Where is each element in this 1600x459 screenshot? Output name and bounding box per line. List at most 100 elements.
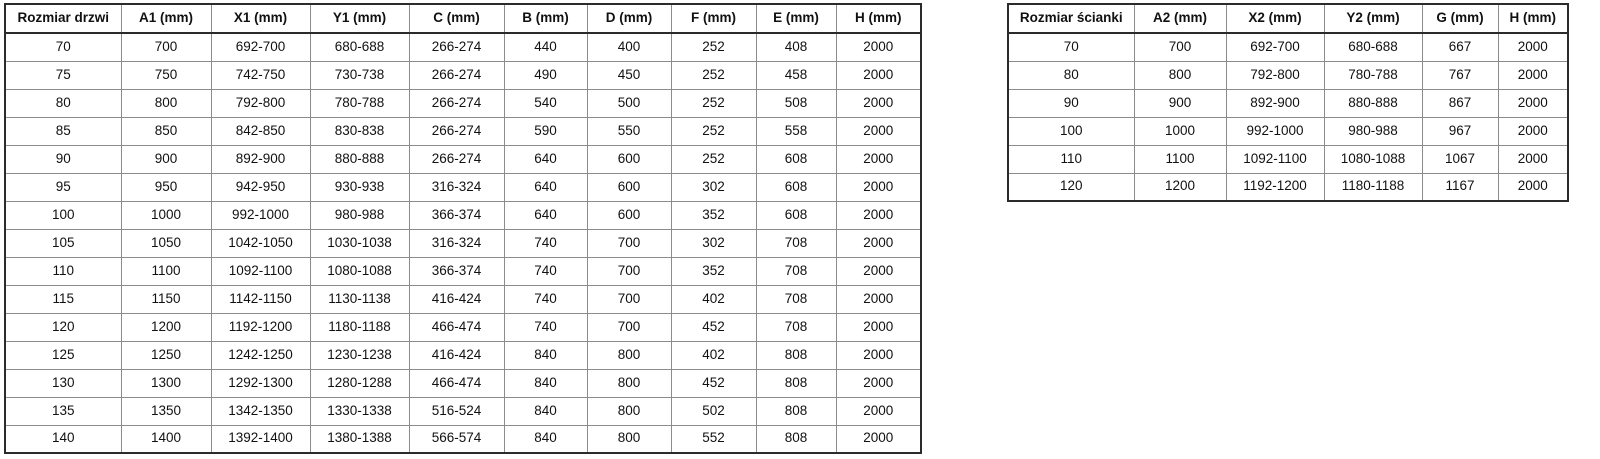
table-cell: 1230-1238 bbox=[309, 340, 410, 370]
table-cell: 867 bbox=[1421, 88, 1499, 118]
row-size-label: 70 bbox=[1007, 32, 1135, 62]
wall-table-head: Rozmiar ścianki A2 (mm) X2 (mm) Y2 (mm) G (m… bbox=[1007, 3, 1569, 34]
table-cell: 840 bbox=[503, 424, 588, 454]
table-cell: 1200 bbox=[120, 312, 212, 342]
table-cell: 1192-1200 bbox=[210, 312, 311, 342]
column-header-doors-9: H (mm) bbox=[835, 3, 922, 34]
table-cell: 408 bbox=[755, 32, 837, 62]
table-cell: 1192-1200 bbox=[1225, 172, 1325, 202]
table-cell: 352 bbox=[670, 200, 757, 230]
table-row: 130 1300 1292-1300 1280-1288 466-474 840 800 45… bbox=[4, 368, 922, 398]
table-cell: 1050 bbox=[120, 228, 212, 258]
table-cell: 640 bbox=[503, 200, 588, 230]
table-cell: 2000 bbox=[835, 144, 922, 174]
table-cell: 880-888 bbox=[309, 144, 410, 174]
row-size-label: 80 bbox=[1007, 60, 1135, 90]
table-cell: 942-950 bbox=[210, 172, 311, 202]
table-cell: 808 bbox=[755, 340, 837, 370]
table-cell: 500 bbox=[586, 88, 672, 118]
table-cell: 600 bbox=[586, 172, 672, 202]
table-cell: 2000 bbox=[835, 368, 922, 398]
table-cell: 440 bbox=[503, 32, 588, 62]
table-cell: 1380-1388 bbox=[309, 424, 410, 454]
column-header-doors-5: B (mm) bbox=[503, 3, 588, 34]
column-header-wall-5: H (mm) bbox=[1497, 3, 1569, 34]
table-cell: 458 bbox=[755, 60, 837, 90]
table-cell: 700 bbox=[586, 312, 672, 342]
table-cell: 800 bbox=[1133, 60, 1227, 90]
table-cell: 416-424 bbox=[408, 340, 505, 370]
table-cell: 2000 bbox=[835, 172, 922, 202]
table-cell: 2000 bbox=[835, 228, 922, 258]
table-row: 110 1100 1092-1100 1080-1088 1067 2000 bbox=[1007, 144, 1569, 174]
table-cell: 800 bbox=[586, 424, 672, 454]
column-header-wall-2: X2 (mm) bbox=[1225, 3, 1325, 34]
table-cell: 2000 bbox=[835, 340, 922, 370]
table-cell: 1092-1100 bbox=[210, 256, 311, 286]
row-size-label: 95 bbox=[4, 172, 122, 202]
table-row: 75 750 742-750 730-738 266-274 490 450 252 458 20… bbox=[4, 60, 922, 90]
table-cell: 302 bbox=[670, 228, 757, 258]
table-row: 80 800 792-800 780-788 266-274 540 500 252 508 20… bbox=[4, 88, 922, 118]
table-cell: 740 bbox=[503, 228, 588, 258]
table-cell: 252 bbox=[670, 32, 757, 62]
table-cell: 600 bbox=[586, 200, 672, 230]
table-cell: 750 bbox=[120, 60, 212, 90]
table-cell: 2000 bbox=[835, 284, 922, 314]
table-cell: 466-474 bbox=[408, 312, 505, 342]
table-cell: 558 bbox=[755, 116, 837, 146]
table-cell: 967 bbox=[1421, 116, 1499, 146]
table-cell: 508 bbox=[755, 88, 837, 118]
row-size-label: 110 bbox=[1007, 144, 1135, 174]
table-cell: 1300 bbox=[120, 368, 212, 398]
table-cell: 800 bbox=[586, 340, 672, 370]
table-cell: 700 bbox=[120, 32, 212, 62]
row-size-label: 115 bbox=[4, 284, 122, 314]
table-cell: 266-274 bbox=[408, 32, 505, 62]
table-cell: 842-850 bbox=[210, 116, 311, 146]
table-cell: 700 bbox=[1133, 32, 1227, 62]
table-cell: 402 bbox=[670, 340, 757, 370]
table-cell: 708 bbox=[755, 312, 837, 342]
table-row: 90 900 892-900 880-888 266-274 640 600 252 608 20… bbox=[4, 144, 922, 174]
table-cell: 416-424 bbox=[408, 284, 505, 314]
table-cell: 640 bbox=[503, 144, 588, 174]
table-cell: 740 bbox=[503, 312, 588, 342]
table-cell: 402 bbox=[670, 284, 757, 314]
row-size-label: 130 bbox=[4, 368, 122, 398]
row-size-label: 85 bbox=[4, 116, 122, 146]
table-cell: 608 bbox=[755, 200, 837, 230]
table-cell: 667 bbox=[1421, 32, 1499, 62]
table-cell: 1392-1400 bbox=[210, 424, 311, 454]
table-cell: 566-574 bbox=[408, 424, 505, 454]
table-cell: 830-838 bbox=[309, 116, 410, 146]
row-size-label: 140 bbox=[4, 424, 122, 454]
table-cell: 1100 bbox=[1133, 144, 1227, 174]
table-cell: 490 bbox=[503, 60, 588, 90]
table-cell: 700 bbox=[586, 284, 672, 314]
table-row: 125 1250 1242-1250 1230-1238 416-424 840 800 40… bbox=[4, 340, 922, 370]
table-cell: 466-474 bbox=[408, 368, 505, 398]
table-cell: 1250 bbox=[120, 340, 212, 370]
table-cell: 2000 bbox=[835, 396, 922, 426]
table-cell: 608 bbox=[755, 172, 837, 202]
table-cell: 1080-1088 bbox=[1323, 144, 1423, 174]
table-row: 95 950 942-950 930-938 316-324 640 600 302 608 20… bbox=[4, 172, 922, 202]
table-cell: 1130-1138 bbox=[309, 284, 410, 314]
table-cell: 1092-1100 bbox=[1225, 144, 1325, 174]
table-cell: 252 bbox=[670, 116, 757, 146]
row-size-label: 75 bbox=[4, 60, 122, 90]
column-header-wall-1: A2 (mm) bbox=[1133, 3, 1227, 34]
table-cell: 1000 bbox=[1133, 116, 1227, 146]
doors-size-table: Rozmiar drzwi A1 (mm) X1 (mm) Y1 (mm) C (mm)… bbox=[4, 3, 922, 454]
table-cell: 850 bbox=[120, 116, 212, 146]
table-cell: 366-374 bbox=[408, 200, 505, 230]
table-cell: 266-274 bbox=[408, 60, 505, 90]
table-cell: 840 bbox=[503, 396, 588, 426]
row-size-label: 135 bbox=[4, 396, 122, 426]
table-cell: 2000 bbox=[835, 424, 922, 454]
table-cell: 1400 bbox=[120, 424, 212, 454]
table-cell: 316-324 bbox=[408, 172, 505, 202]
table-cell: 808 bbox=[755, 424, 837, 454]
